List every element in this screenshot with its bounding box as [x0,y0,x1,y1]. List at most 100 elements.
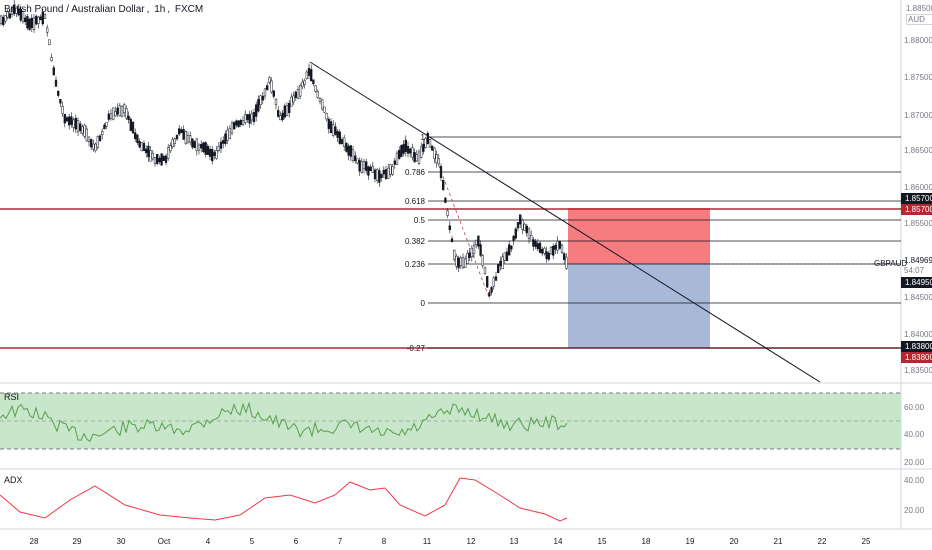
candle-body [171,139,174,148]
candle-body [235,120,238,126]
candle-body [204,142,207,155]
candle-body [312,79,315,85]
candle-body [365,161,368,171]
currency-label: AUD [906,14,932,25]
candle-body [316,91,319,98]
candle-body [50,57,53,62]
candle-body [464,258,467,268]
adx-pane-label: ADX [4,475,23,485]
candlestick-series[interactable] [0,0,568,298]
candle-body [552,245,555,256]
symbol-name: British Pound / Australian Dollar [4,4,145,15]
candle-body [494,276,498,281]
trend-line[interactable] [309,61,821,383]
candle-body [499,260,502,267]
candle-body [195,138,198,152]
price-axis-top-tick: 1.88500 [906,4,932,13]
candle-body [516,222,520,229]
candle-body [83,125,86,137]
candle-body [530,234,533,242]
candle-body [360,161,363,173]
candle-body [213,152,216,156]
price-axis-tick: 1.86000 [904,183,932,192]
candle-body [391,166,394,175]
take-profit-zone[interactable] [568,264,710,348]
price-axis-tick: 1.86500 [904,146,932,155]
candle-body [94,143,97,151]
candle-body [345,142,348,152]
candle-body [173,138,176,144]
time-axis-tick: 5 [250,537,255,546]
candle-body [57,90,60,96]
candle-body [13,4,16,15]
candle-body [85,128,88,142]
candle-body [296,89,300,99]
candle-body [307,67,311,76]
candle-body [497,264,500,273]
time-axis-tick: 6 [294,537,299,546]
candle-body [435,154,438,164]
candle-body [532,239,535,247]
rsi-line[interactable] [0,401,568,443]
candle-body [118,105,121,117]
time-axis-tick: 21 [774,537,783,546]
candle-body [369,166,372,171]
candle-body [404,139,407,152]
candle-body [536,243,539,250]
fib-anchor-line[interactable] [427,136,491,301]
time-axis-tick: 22 [818,537,827,546]
countdown-label: 54:07 [904,266,925,275]
price-axis-tick: 1.88000 [904,36,932,45]
current-bid-label: 1.84950 [905,278,932,287]
candle-body [127,115,130,121]
candle-body [389,164,392,175]
price-axis-tick: 1.87500 [904,73,932,82]
time-axis-tick: 29 [73,537,82,546]
candle-body [426,132,429,145]
candle-body [558,240,561,249]
candle-body [52,67,55,76]
candle-body [125,108,128,119]
candle-body [266,85,269,91]
time-axis-tick: 4 [206,537,211,546]
candle-body [246,114,249,120]
candle-body [402,144,405,154]
candle-body [8,13,11,19]
candle-body [409,148,412,154]
candle-body [54,79,58,87]
candle-body [453,249,456,260]
candle-body [182,129,185,140]
candle-body [510,245,513,250]
candle-body [156,154,159,164]
candle-body [109,113,113,119]
time-axis-tick: 15 [598,537,607,546]
candle-body [433,147,436,159]
candle-body [422,143,425,152]
candle-body [197,144,201,151]
adx-line[interactable] [0,477,568,522]
candle-body [116,107,119,115]
fib-retracement[interactable] [428,136,901,349]
interval-label[interactable]: 1h [154,4,166,15]
candle-body [46,27,49,33]
candle-body [448,225,451,231]
price-axis-tick: 1.84000 [904,330,932,339]
candle-body [76,120,80,133]
candle-body [521,219,524,230]
stop-loss-zone[interactable] [568,208,710,264]
candle-body [455,255,458,267]
candle-body [523,223,526,231]
exchange-label: FXCM [174,4,204,15]
candle-body [162,156,165,161]
candle-body [356,158,359,164]
current-bid-badge [901,277,932,288]
candle-body [92,143,95,150]
time-axis-tick: 30 [117,537,126,546]
candle-body [114,111,117,116]
currency-indicator[interactable]: 1.88500 AUD [906,4,932,25]
time-axis-tick: 20 [730,537,739,546]
candle-body [81,126,84,134]
candle-body [384,169,388,179]
candle-body [74,117,77,130]
